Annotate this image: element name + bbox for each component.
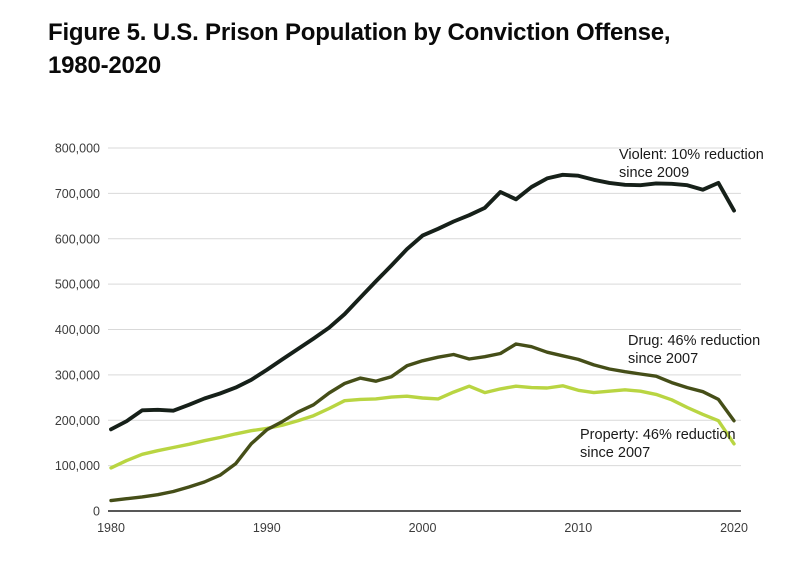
annotation-line: Violent: 10% reduction bbox=[619, 147, 764, 163]
annotation-line: since 2009 bbox=[619, 165, 690, 182]
figure-title-line2: 1980-2020 bbox=[48, 52, 161, 80]
figure-title-line1: Figure 5. U.S. Prison Population by Conv… bbox=[48, 19, 671, 46]
figure-title: Figure 5. U.S. Prison Population by Conv… bbox=[48, 16, 671, 82]
y-tick-label: 0 bbox=[93, 505, 100, 519]
annotation-violent: Violent: 10% reduction since 2009 bbox=[619, 146, 764, 183]
annotation-property: Property: 46% reduction since 2007 bbox=[580, 426, 736, 463]
x-tick-label: 1980 bbox=[97, 521, 125, 535]
x-tick-label: 1990 bbox=[253, 521, 281, 535]
x-tick-label: 2020 bbox=[720, 521, 748, 535]
series-line-property bbox=[109, 384, 736, 470]
y-tick-label: 500,000 bbox=[55, 278, 100, 292]
y-tick-label: 400,000 bbox=[55, 323, 100, 337]
series-line-violent bbox=[109, 172, 736, 432]
y-tick-label: 600,000 bbox=[55, 232, 100, 246]
x-tick-label: 2000 bbox=[409, 521, 437, 535]
y-tick-label: 800,000 bbox=[55, 142, 100, 156]
series-line-drug bbox=[109, 342, 736, 503]
annotation-line: Drug: 46% reduction bbox=[628, 333, 761, 349]
annotation-drug: Drug: 46% reduction since 2007 bbox=[628, 332, 760, 369]
x-tick-label: 2010 bbox=[564, 521, 592, 535]
y-tick-label: 200,000 bbox=[55, 414, 100, 428]
annotation-line: since 2007 bbox=[580, 445, 651, 462]
y-tick-label: 300,000 bbox=[55, 368, 100, 382]
y-tick-label: 700,000 bbox=[55, 187, 100, 201]
y-tick-label: 100,000 bbox=[55, 459, 100, 473]
annotation-line: Property: 46% reduction bbox=[580, 427, 736, 443]
annotation-line: since 2007 bbox=[628, 351, 699, 368]
